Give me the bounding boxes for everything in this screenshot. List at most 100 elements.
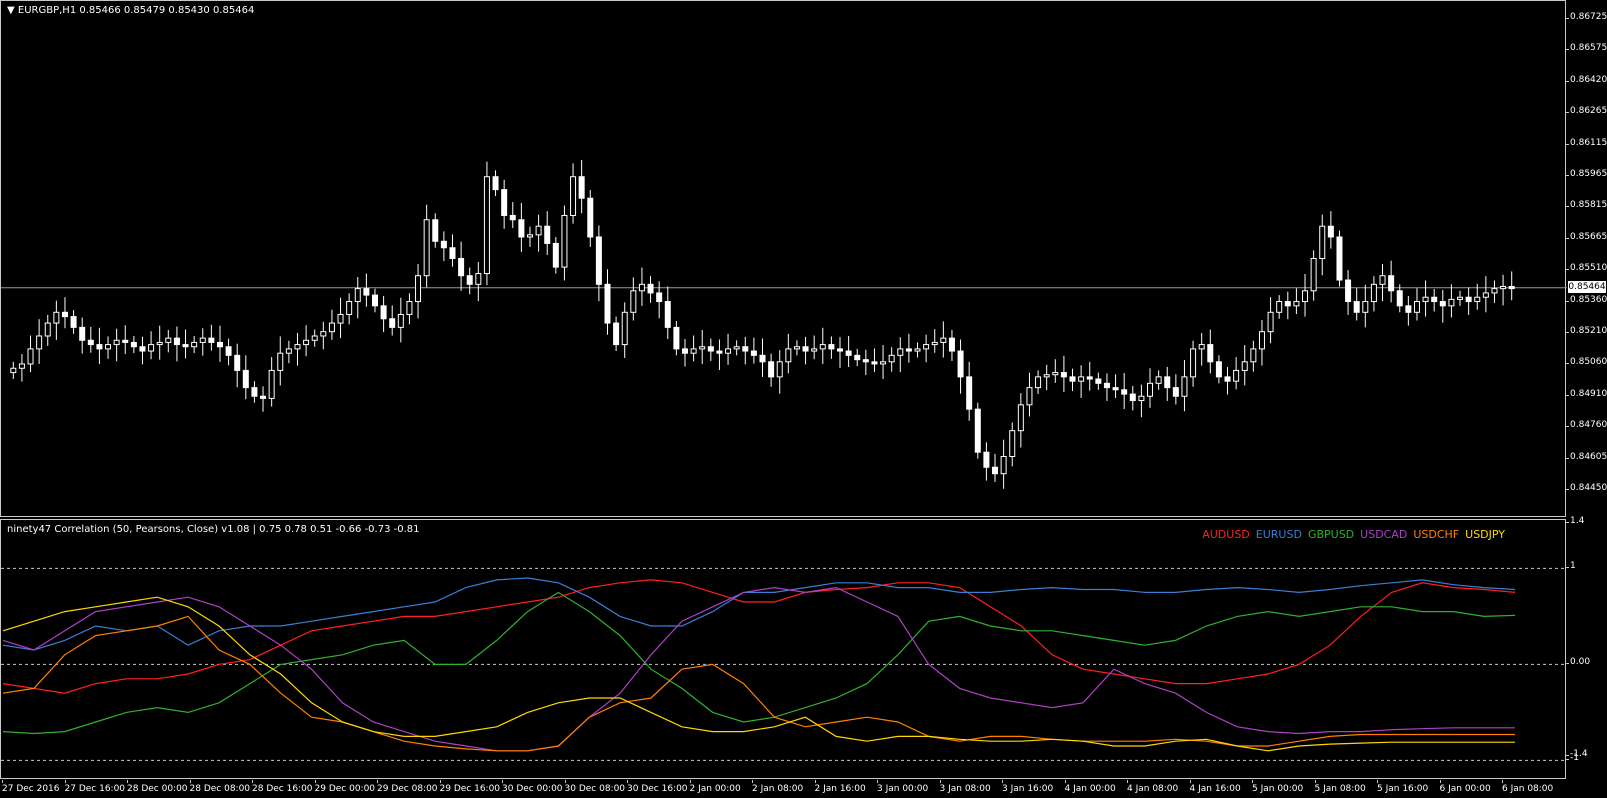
candle-body <box>225 346 232 356</box>
candle-body <box>966 376 973 410</box>
time-tick-label: 29 Dec 16:00 <box>439 780 501 794</box>
indicator-tick-label: -1 <box>1566 753 1579 764</box>
candle-body <box>526 234 533 238</box>
candle-body <box>182 344 189 348</box>
price-chart-pane[interactable]: ▼ EURGBP,H1 0.85466 0.85479 0.85430 0.85… <box>0 0 1567 517</box>
candle-body <box>122 339 129 343</box>
price-axis: 0.86725 0.86575 0.86420 0.86265 0.86115 0.859… <box>1565 0 1607 517</box>
indicator-title: ninety47 Correlation (50, Pearsons, Clos… <box>7 524 420 535</box>
candle-body <box>931 341 938 346</box>
candle-body <box>673 326 680 350</box>
time-tick-label: 6 Jan 08:00 <box>1502 780 1554 794</box>
candle-body <box>742 346 749 352</box>
candle-body <box>483 176 490 275</box>
candle-body <box>1069 376 1076 382</box>
time-tick-label: 5 Jan 00:00 <box>1252 780 1304 794</box>
candle-body <box>1241 361 1248 371</box>
candle-body <box>285 348 292 354</box>
candle-body <box>923 344 930 350</box>
time-tick-label: 5 Jan 08:00 <box>1314 780 1366 794</box>
candle-body <box>18 363 25 369</box>
candle-body <box>440 240 447 249</box>
candle-body <box>501 189 508 216</box>
candle-body <box>1250 348 1257 363</box>
candle-body <box>1465 296 1472 303</box>
candle-body <box>328 322 335 333</box>
candle-body <box>1319 225 1326 259</box>
candle-body <box>871 361 878 365</box>
candle-body <box>1508 285 1515 290</box>
candle-body <box>854 354 861 361</box>
candle-body <box>983 451 990 468</box>
candle-body <box>535 225 542 236</box>
candle-body <box>914 348 921 352</box>
candle-body <box>492 176 499 191</box>
candle-body <box>1353 301 1360 313</box>
candle-body <box>518 219 525 238</box>
candle-body <box>1396 290 1403 307</box>
symbol-ohlc-label: EURGBP,H1 0.85466 0.85479 0.85430 0.8546… <box>17 5 255 16</box>
candle-body <box>1474 296 1481 303</box>
candle-body <box>113 339 120 346</box>
candle-body <box>303 339 310 346</box>
candle-body <box>406 301 413 315</box>
candle-body <box>423 219 430 277</box>
candle-body <box>1224 376 1231 382</box>
candle-body <box>880 361 887 365</box>
candle-body <box>1233 369 1240 382</box>
candle-body <box>992 466 999 475</box>
candle-body <box>948 337 955 352</box>
candle-body <box>44 322 51 337</box>
price-tick-label: 0.85060 <box>1565 357 1607 368</box>
price-tick-label: 0.84910 <box>1565 388 1607 399</box>
candle-body <box>354 288 361 303</box>
candle-body <box>733 346 740 350</box>
candle-body <box>604 283 611 324</box>
candle-body <box>1190 348 1197 378</box>
candle-body <box>638 283 645 292</box>
time-tick-label: 6 Jan 00:00 <box>1439 780 1491 794</box>
candle-body <box>1164 376 1171 389</box>
candle-body <box>380 305 387 320</box>
time-tick-label: 4 Jan 08:00 <box>1127 780 1179 794</box>
candle-body <box>1457 296 1464 300</box>
candle-body <box>1181 376 1188 397</box>
candle-body <box>1112 387 1119 391</box>
candle-body <box>1362 301 1369 313</box>
candle-body <box>811 348 818 352</box>
candle-body <box>716 350 723 354</box>
time-tick-label: 28 Dec 08:00 <box>189 780 251 794</box>
legend-item-usdcad: USDCAD <box>1360 528 1408 541</box>
candle-body <box>621 311 628 346</box>
candle-body <box>544 225 551 244</box>
time-tick-label: 5 Jan 16:00 <box>1377 780 1429 794</box>
correlation-indicator-pane[interactable]: ninety47 Correlation (50, Pearsons, Clos… <box>0 519 1567 779</box>
dropdown-triangle-icon[interactable]: ▼ <box>7 5 15 16</box>
candle-body <box>1129 393 1136 402</box>
time-tick-label: 3 Jan 16:00 <box>1002 780 1054 794</box>
time-tick-label: 30 Dec 08:00 <box>564 780 626 794</box>
candle-body <box>1302 290 1309 303</box>
candle-body <box>475 273 482 285</box>
price-tick-label: 0.86115 <box>1565 137 1607 148</box>
time-tick-label: 28 Dec 16:00 <box>252 780 313 794</box>
candle-body <box>1078 376 1085 382</box>
candle-body <box>165 337 172 343</box>
candle-body <box>234 354 241 371</box>
candle-body <box>1284 301 1291 307</box>
candle-body <box>1388 275 1395 292</box>
candle-body <box>96 344 103 350</box>
indicator-legend: AUDUSD EURUSD GBPUSD USDCAD USDCHF USDJPY <box>1196 528 1505 541</box>
candle-body <box>1370 283 1377 303</box>
candle-body <box>1035 376 1042 389</box>
candle-body <box>578 176 585 199</box>
correlation-chart <box>1 567 1567 761</box>
price-tick-label: 0.85815 <box>1565 200 1607 211</box>
candle-body <box>768 361 775 378</box>
price-tick-label: 0.85210 <box>1565 326 1607 336</box>
candle-body <box>311 335 318 341</box>
candle-body <box>1147 382 1154 397</box>
candle-body <box>647 283 654 294</box>
candle-body <box>61 311 68 318</box>
candle-body <box>845 350 852 356</box>
